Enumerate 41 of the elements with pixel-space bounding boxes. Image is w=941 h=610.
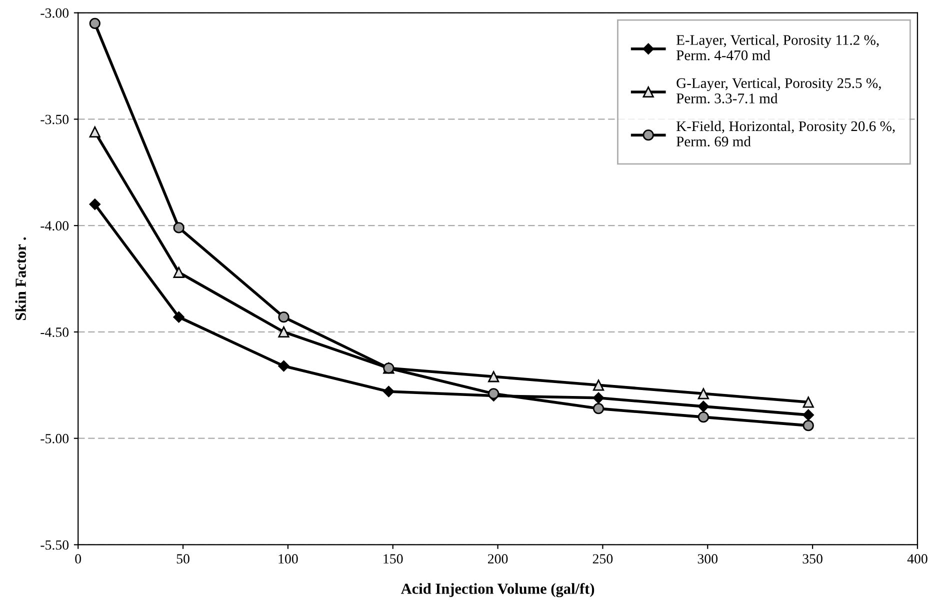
point [802,420,814,432]
point [698,400,710,412]
point [173,266,184,278]
x-tick-label: 50 [176,554,190,564]
y-tick-label: -3.50 [40,114,69,124]
point [488,371,500,382]
x-tick-label: 150 [384,554,403,564]
legend-label: K-Field, Horizontal, Porosity 20.6 %, Perm. 69 md [676,120,895,146]
point [89,198,100,210]
x-tick-label: 200 [488,554,508,564]
legend-label: G-Layer, Vertical, Porosity 25.5 %, Perm. 3.3-7.1 md [676,78,881,104]
point [802,409,814,421]
y-tick-label: -4.00 [40,221,69,231]
point [89,126,100,138]
x-axis-title: Acid Injection Volume (gal/ft) [400,583,594,598]
point [278,360,290,372]
point [698,412,709,423]
x-tick-label: 100 [278,554,298,564]
x-tick-label: 0 [75,554,82,564]
point [278,326,290,338]
legend-label: E-Layer, Vertical, Porosity 11.2 %, Perm. 4-470 md [676,34,879,60]
point [802,396,814,408]
y-tick-label: -5.50 [40,540,69,550]
point [592,392,604,404]
y-tick-label: -5.00 [40,434,69,444]
x-tick-label: 400 [907,554,928,564]
x-tick-label: 300 [698,554,718,564]
point [592,403,604,414]
point [173,311,184,323]
x-tick-label: 250 [592,554,613,564]
point [592,380,604,391]
y-tick-label: -3.00 [40,8,69,18]
y-tick-label: -4.50 [40,328,69,337]
point [278,312,290,323]
point [89,18,100,30]
point [698,388,709,400]
point [383,386,394,398]
x-tick-label: 350 [802,554,822,564]
point [173,222,184,234]
point [488,388,500,400]
y-axis-title: Skin Factor . [15,237,26,320]
